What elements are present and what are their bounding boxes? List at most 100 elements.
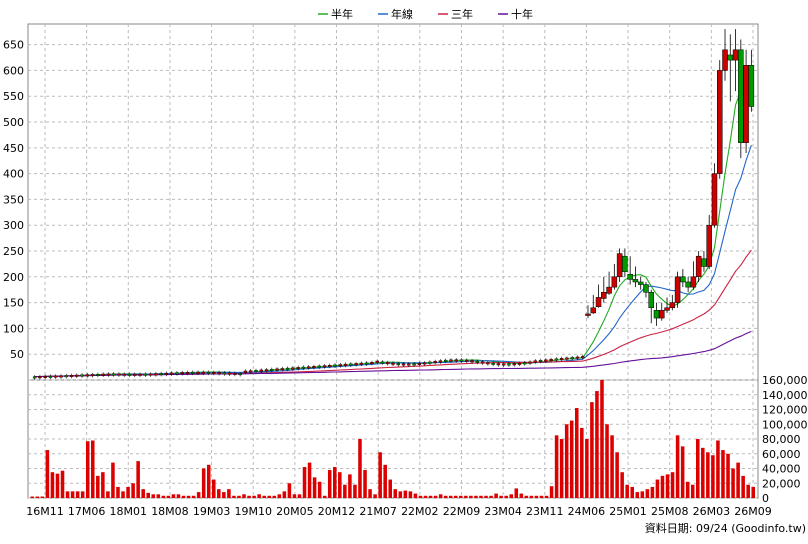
candle <box>575 356 580 359</box>
volume-bar <box>232 495 236 498</box>
candles <box>32 29 755 380</box>
volume-bar <box>670 472 675 498</box>
volume-bar <box>373 494 377 498</box>
volume-bar <box>665 474 670 498</box>
candle <box>69 375 74 377</box>
volume-bar <box>75 491 80 498</box>
candle <box>748 65 755 107</box>
volume-bar <box>116 486 120 498</box>
x-tick-label: 23M11 <box>526 505 564 518</box>
candle <box>301 366 306 369</box>
volume-bar <box>292 494 297 498</box>
candle <box>338 364 342 367</box>
volume-bar <box>504 495 508 498</box>
candle <box>38 376 42 379</box>
volume-tick-label: 80,000 <box>762 433 801 446</box>
volume-bar <box>70 491 75 498</box>
volume-bar <box>423 495 428 498</box>
candle <box>538 359 543 362</box>
candle <box>380 361 385 364</box>
candle <box>601 292 607 299</box>
candle <box>222 372 227 375</box>
volume-bar <box>282 491 287 498</box>
volume-bar <box>101 472 105 498</box>
volume-bar <box>65 491 70 498</box>
volume-bar <box>554 435 559 498</box>
volume-bar <box>655 479 660 498</box>
volume-bar <box>514 488 519 498</box>
volume-bar <box>257 494 261 498</box>
volume-bar <box>524 495 529 498</box>
candle <box>243 370 248 373</box>
candle <box>616 253 623 278</box>
volume-bar <box>363 469 367 498</box>
legend: 半年 年線 三年 十年 <box>318 7 533 21</box>
volume-bar <box>141 489 145 498</box>
volume-bar <box>544 495 549 498</box>
candle <box>233 372 237 375</box>
volume-bars <box>30 380 755 498</box>
volume-tick-label: 120,000 <box>762 404 808 417</box>
candle <box>417 362 422 365</box>
candle <box>80 374 84 377</box>
volume-bar <box>161 495 166 498</box>
volume-bar <box>580 427 584 498</box>
volume-bar <box>539 495 544 498</box>
candle <box>396 363 400 366</box>
volume-bar <box>464 495 468 498</box>
candle <box>54 375 58 378</box>
candle <box>359 362 364 365</box>
volume-bar <box>40 496 45 498</box>
candle <box>164 372 169 375</box>
candle <box>565 357 569 360</box>
volume-bar <box>151 494 156 498</box>
candle <box>743 65 749 143</box>
candle <box>191 371 195 374</box>
candle <box>138 373 142 376</box>
volume-bar <box>635 492 640 498</box>
candle <box>507 363 511 366</box>
candle <box>364 362 369 365</box>
footer-source: 資料日期: 09/24 (Goodinfo.tw) <box>645 521 806 535</box>
candle <box>590 307 597 314</box>
volume-bar <box>383 464 387 498</box>
candle <box>59 375 63 378</box>
candle <box>722 49 728 71</box>
candle <box>544 359 548 362</box>
volume-bar <box>327 469 332 498</box>
candle <box>180 372 184 375</box>
volume-bar <box>625 484 629 498</box>
candle <box>306 366 311 369</box>
candle <box>386 362 390 365</box>
volume-bar <box>247 495 251 498</box>
candle <box>143 373 148 376</box>
volume-bar <box>448 495 453 498</box>
x-tick-label: 25M08 <box>651 505 689 518</box>
candle <box>201 371 205 374</box>
volume-bar <box>741 475 745 498</box>
candle <box>444 359 448 362</box>
volume-bar <box>267 495 271 498</box>
volume-bar <box>408 491 413 498</box>
price-plot-frame <box>27 23 759 381</box>
x-tick-label: 18M08 <box>151 505 189 518</box>
candle <box>264 369 269 372</box>
price-tick-label: 650 <box>3 39 24 52</box>
candle <box>680 276 686 283</box>
volume-bar <box>146 492 150 498</box>
volume-bar <box>136 461 140 498</box>
volume-bar <box>413 493 418 498</box>
volume-bar <box>751 486 755 498</box>
candle <box>528 361 532 364</box>
candle <box>585 313 591 316</box>
price-tick-label: 600 <box>3 64 24 77</box>
volume-bar <box>736 462 740 498</box>
volume-bar <box>701 447 705 498</box>
volume-bar <box>388 479 392 498</box>
candle <box>106 373 111 376</box>
volume-bar <box>378 452 382 498</box>
candle <box>674 276 681 303</box>
volume-bar <box>630 486 634 498</box>
candle <box>496 363 501 366</box>
